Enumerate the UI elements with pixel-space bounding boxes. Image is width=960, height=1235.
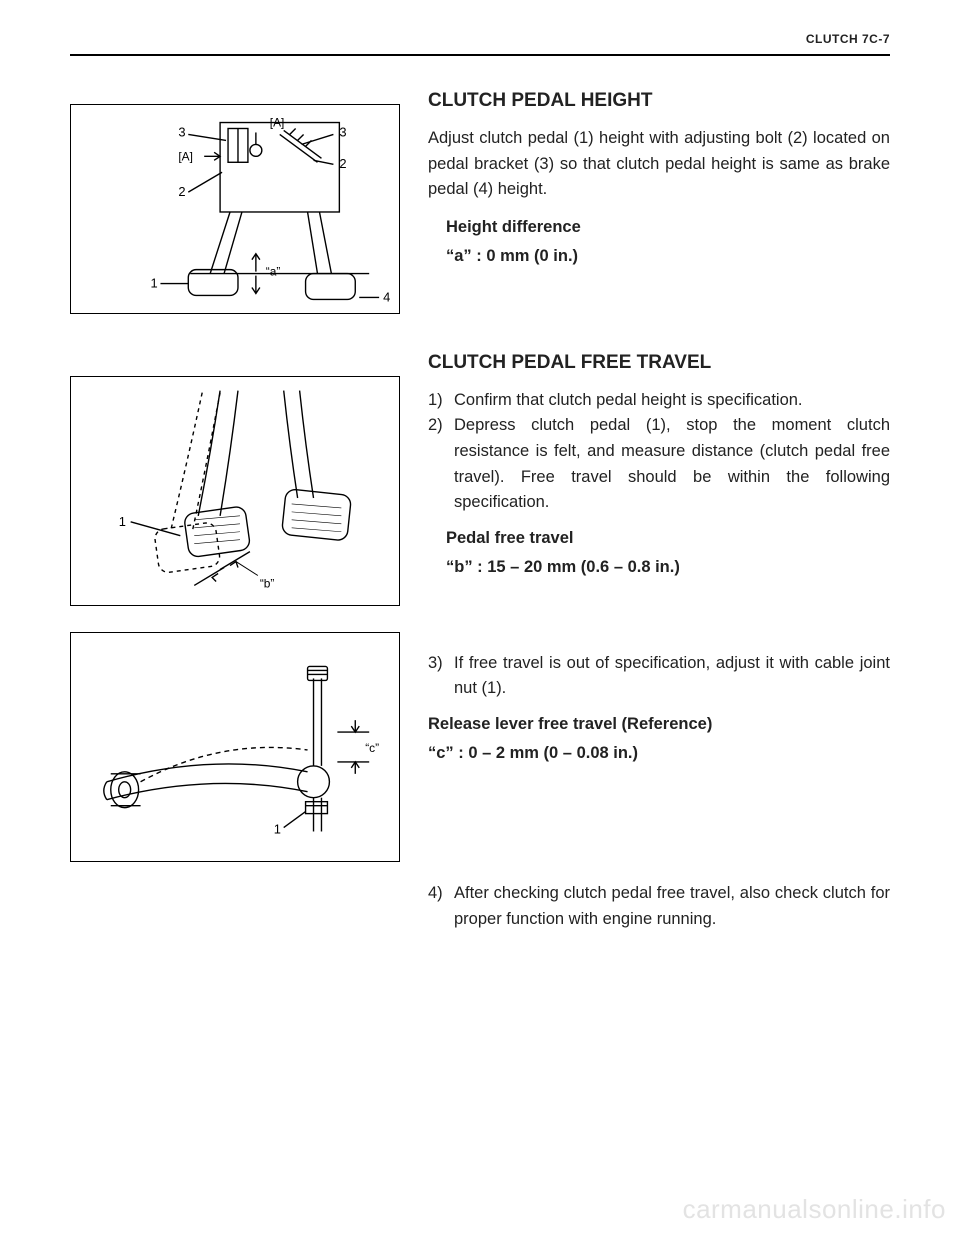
figure-pedal-height-svg: 1 4 3 2 3 2 “a” [A] [A] bbox=[71, 104, 399, 314]
section1-spec-label: Height difference bbox=[446, 215, 890, 241]
figure-pedal-free-travel-svg: 1 “b” bbox=[71, 376, 399, 606]
fig3-label-1: 1 bbox=[274, 821, 281, 836]
fig1-label-2b: 2 bbox=[339, 156, 346, 171]
figure-column: 1 4 3 2 3 2 “a” [A] [A] bbox=[70, 90, 400, 942]
section2-steps-a: 1) Confirm that clutch pedal height is s… bbox=[428, 388, 890, 516]
fig2-label-1: 1 bbox=[119, 514, 126, 529]
section2-spec2-value: “c” : 0 – 2 mm (0 – 0.08 in.) bbox=[428, 741, 890, 767]
fig1-label-a: “a” bbox=[266, 265, 281, 279]
step-4-number: 4) bbox=[428, 881, 454, 932]
step-2-text: Depress clutch pedal (1), stop the momen… bbox=[454, 413, 890, 515]
section1-title: CLUTCH PEDAL HEIGHT bbox=[428, 90, 890, 112]
fig2-label-b: “b” bbox=[260, 576, 275, 590]
section2-title: CLUTCH PEDAL FREE TRAVEL bbox=[428, 352, 890, 374]
step-3-number: 3) bbox=[428, 651, 454, 702]
spacer-1 bbox=[428, 274, 890, 352]
figure-pedal-free-travel: 1 “b” bbox=[70, 376, 400, 606]
step-4: 4) After checking clutch pedal free trav… bbox=[428, 881, 890, 932]
step-1-text: Confirm that clutch pedal height is spec… bbox=[454, 388, 890, 414]
fig1-tag-A-top: [A] bbox=[270, 116, 285, 130]
section2-steps-b: 3) If free travel is out of specificatio… bbox=[428, 651, 890, 702]
header-section-label: CLUTCH 7C-7 bbox=[806, 32, 890, 46]
step-3-text: If free travel is out of specification, … bbox=[454, 651, 890, 702]
fig1-tag-A-left: [A] bbox=[178, 149, 193, 163]
step-4-text: After checking clutch pedal free travel,… bbox=[454, 881, 890, 932]
section2-steps-c: 4) After checking clutch pedal free trav… bbox=[428, 881, 890, 932]
two-column-layout: 1 4 3 2 3 2 “a” [A] [A] bbox=[70, 90, 890, 942]
step-1: 1) Confirm that clutch pedal height is s… bbox=[428, 388, 890, 414]
page: CLUTCH 7C-7 bbox=[0, 0, 960, 1235]
section2-spec2-label: Release lever free travel (Reference) bbox=[428, 712, 890, 738]
section1-para: Adjust clutch pedal (1) height with adju… bbox=[428, 126, 890, 203]
fig1-label-3b: 3 bbox=[339, 124, 346, 139]
step-3: 3) If free travel is out of specificatio… bbox=[428, 651, 890, 702]
section2-spec1-value: “b” : 15 – 20 mm (0.6 – 0.8 in.) bbox=[446, 555, 890, 581]
watermark: carmanualsonline.info bbox=[683, 1194, 946, 1225]
spacer-2 bbox=[428, 585, 890, 651]
step-2: 2) Depress clutch pedal (1), stop the mo… bbox=[428, 413, 890, 515]
figure-release-lever: “c” 1 bbox=[70, 632, 400, 862]
figure-release-lever-svg: “c” 1 bbox=[71, 632, 399, 862]
fig1-label-4: 4 bbox=[383, 289, 390, 304]
fig3-label-c: “c” bbox=[365, 741, 379, 755]
step-2-number: 2) bbox=[428, 413, 454, 515]
section2-spec1-label: Pedal free travel bbox=[446, 526, 890, 552]
spacer-3 bbox=[428, 771, 890, 881]
step-1-number: 1) bbox=[428, 388, 454, 414]
fig1-label-2a: 2 bbox=[178, 184, 185, 199]
figure-pedal-height: 1 4 3 2 3 2 “a” [A] [A] bbox=[70, 104, 400, 314]
section1-spec-value: “a” : 0 mm (0 in.) bbox=[446, 244, 890, 270]
text-column: CLUTCH PEDAL HEIGHT Adjust clutch pedal … bbox=[428, 90, 890, 942]
fig1-label-1: 1 bbox=[151, 276, 158, 291]
header-rule bbox=[70, 54, 890, 56]
fig1-label-3a: 3 bbox=[178, 124, 185, 139]
